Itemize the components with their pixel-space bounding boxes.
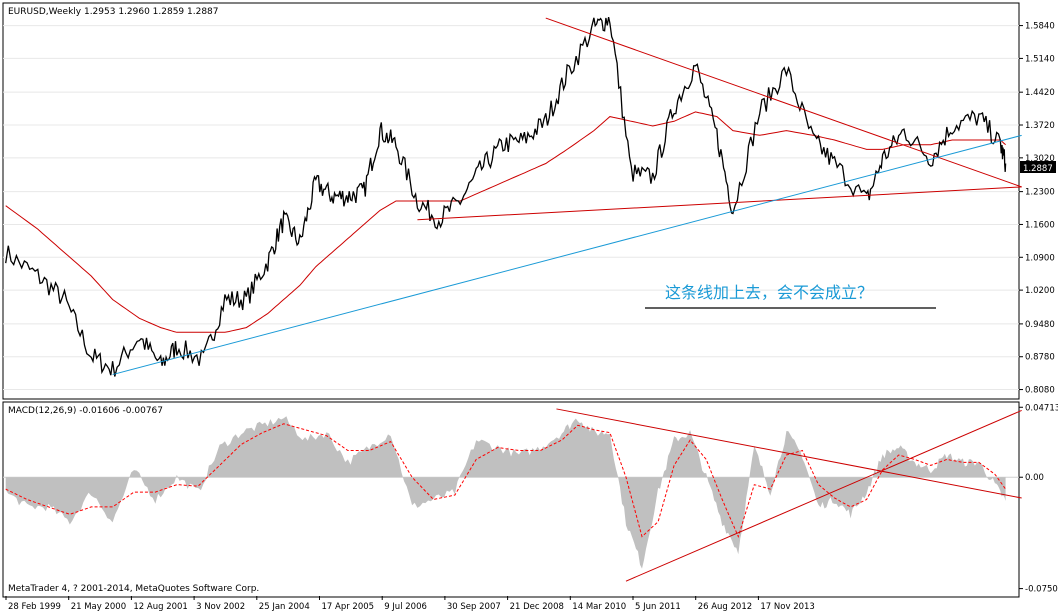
- current-price-label-box: [1020, 161, 1056, 173]
- main-y-tick-label: 1.2300: [1025, 188, 1055, 198]
- main-y-tick-label: 1.3020: [1025, 154, 1055, 164]
- main-y-tick-label: 1.0900: [1025, 253, 1055, 263]
- x-axis: 28 Feb 1999 21 May 2000 12 Aug 2001 3 Nov 2…: [5, 596, 815, 612]
- main-y-tick-label: 1.4420: [1025, 88, 1055, 98]
- macd-histogram: [5, 416, 1006, 569]
- x-tick-label: 14 Mar 2010: [572, 602, 626, 612]
- current-price-label: 1.2887: [1023, 164, 1053, 174]
- main-y-tick-label: 0.8080: [1025, 386, 1055, 396]
- macd-y-tick-label: 0.00: [1025, 473, 1044, 483]
- main-y-tick-label: 1.1600: [1025, 220, 1055, 230]
- x-tick-label: 17 Nov 2013: [760, 602, 814, 612]
- main-y-tick-label: 0.8780: [1025, 353, 1055, 363]
- macd-y-tick-label: -0.07501: [1025, 585, 1058, 595]
- macd-y-axis: 0.04713 0.00 -0.07501: [1019, 403, 1058, 595]
- main-y-axis: 1.5840 1.5140 1.4420 1.3720 1.3020 1.2300 1.16…: [1019, 22, 1055, 396]
- main-y-tick-label: 1.0200: [1025, 286, 1055, 296]
- main-panel-header: EURUSD,Weekly 1.2953 1.2960 1.2859 1.288…: [8, 7, 219, 17]
- copyright-text: MetaTrader 4, ? 2001-2014, MetaQuotes So…: [8, 584, 259, 594]
- x-tick-label: 21 Dec 2008: [510, 602, 564, 612]
- main-y-tick-label: 1.5140: [1025, 54, 1055, 64]
- moving-average-line: [5, 111, 1006, 333]
- x-tick-label: 17 Apr 2005: [322, 602, 375, 612]
- main-y-tick-label: 0.9480: [1025, 320, 1055, 330]
- x-tick-label: 26 Aug 2012: [698, 602, 752, 612]
- macd-trendline: [625, 409, 1022, 582]
- x-tick-label: 28 Feb 1999: [8, 602, 61, 612]
- x-tick-label: 30 Sep 2007: [447, 602, 501, 612]
- x-tick-label: 21 May 2000: [71, 602, 126, 612]
- resistance-trendline: [417, 186, 1022, 221]
- macd-y-tick-label: 0.04713: [1025, 403, 1058, 413]
- main-y-tick-label: 1.5840: [1025, 22, 1055, 32]
- x-tick-label: 5 Jun 2011: [635, 602, 681, 612]
- resistance-trendline: [545, 17, 1022, 188]
- price-line: [5, 16, 1007, 377]
- x-tick-label: 25 Jan 2004: [259, 602, 310, 612]
- annotation-text: 这条线加上去，会不会成立？: [665, 283, 873, 302]
- x-tick-label: 3 Nov 2002: [196, 602, 245, 612]
- x-tick-label: 12 Aug 2001: [133, 602, 187, 612]
- macd-trendlines: [556, 408, 1022, 582]
- support-trendline: [112, 134, 1022, 376]
- main-trendlines: [112, 17, 1022, 376]
- macd-panel-header: MACD(12,26,9) -0.01606 -0.00767: [8, 406, 163, 416]
- macd-signal-line: [5, 423, 1007, 539]
- x-tick-label: 9 Jul 2006: [384, 602, 427, 612]
- main-y-tick-label: 1.3720: [1025, 121, 1055, 131]
- macd-trendline: [556, 408, 1022, 499]
- main-panel-gridlines: [3, 25, 1019, 391]
- main-panel-frame: [2, 2, 1020, 400]
